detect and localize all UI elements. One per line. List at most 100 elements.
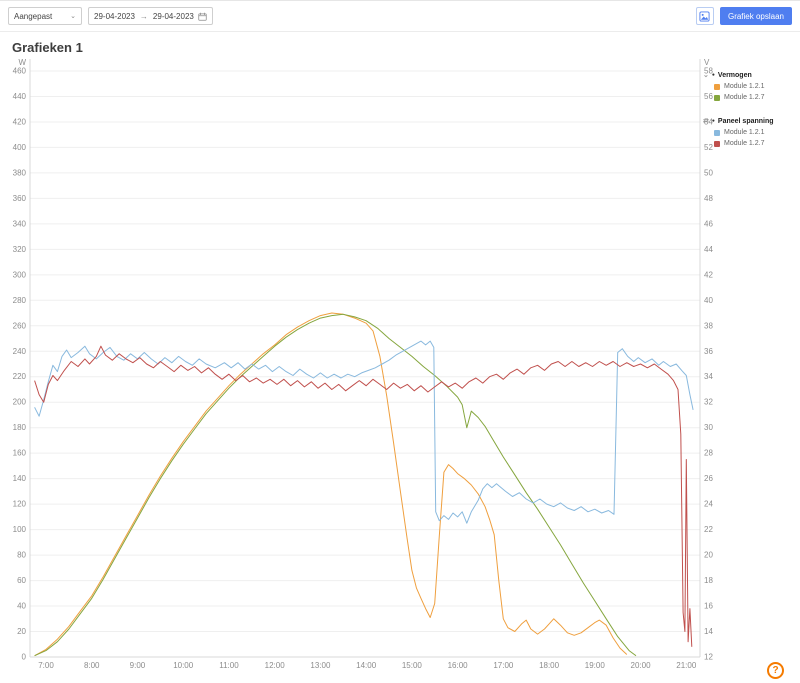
legend-group: ⇄ ● Paneel spanning Module 1.2.1 Module 1.2.… xyxy=(703,117,798,148)
legend-item[interactable]: Module 1.2.1 xyxy=(714,129,798,136)
bullet-icon: ● xyxy=(711,72,715,78)
chevron-down-icon[interactable]: ⌄ xyxy=(703,72,709,79)
x-tick-label: 16:00 xyxy=(448,661,469,670)
legend-group-header[interactable]: ⇄ ● Paneel spanning xyxy=(703,117,798,126)
date-to: 29-04-2023 xyxy=(152,11,194,21)
y-left-tick-label: 100 xyxy=(13,525,27,534)
export-image-button[interactable] xyxy=(695,7,714,25)
y-right-tick-label: 52 xyxy=(704,143,713,152)
y-right-tick-label: 24 xyxy=(704,500,713,509)
x-tick-label: 21:00 xyxy=(676,661,697,670)
y-left-tick-label: 240 xyxy=(13,347,27,356)
y-left-tick-label: 220 xyxy=(13,372,27,381)
y-right-tick-label: 16 xyxy=(704,602,713,611)
save-chart-button[interactable]: Grafiek opslaan xyxy=(719,7,792,25)
y-right-tick-label: 14 xyxy=(704,627,713,636)
y-right-tick-label: 40 xyxy=(704,296,713,305)
x-tick-label: 19:00 xyxy=(585,661,606,670)
series-paneel-spanning-module-1-2-7 xyxy=(34,345,693,647)
image-icon xyxy=(699,10,711,22)
y-left-tick-label: 260 xyxy=(13,321,27,330)
legend-swatch xyxy=(714,94,720,101)
legend-item-label: Module 1.2.7 xyxy=(724,94,765,101)
y-left-tick-label: 440 xyxy=(13,92,27,101)
calendar-icon xyxy=(198,12,207,21)
y-left-tick-label: 380 xyxy=(13,168,27,177)
y-right-tick-label: 28 xyxy=(704,449,713,458)
y-right-tick-label: 32 xyxy=(704,398,713,407)
help-button[interactable]: ? xyxy=(767,662,784,679)
legend-item-label: Module 1.2.7 xyxy=(724,140,765,147)
y-right-tick-label: 36 xyxy=(704,347,713,356)
date-range-picker[interactable]: 29-04-2023 → 29-04-2023 xyxy=(88,7,213,25)
y-right-tick-label: 30 xyxy=(704,423,713,432)
x-tick-label: 8:00 xyxy=(84,661,100,670)
y-left-tick-label: 300 xyxy=(13,270,27,279)
x-tick-label: 17:00 xyxy=(493,661,514,670)
legend-group-header[interactable]: ⌄ ● Vermogen xyxy=(703,71,798,80)
chart-container: 0 20 40 60 80 100 120 140 160 180 200 220 240 260 280 3… xyxy=(0,57,800,675)
date-range-arrow: → xyxy=(139,11,148,21)
bullet-icon: ● xyxy=(711,118,715,124)
y-right-tick-label: 44 xyxy=(704,245,713,254)
y-left-tick-label: 180 xyxy=(13,423,27,432)
series-vermogen-module-1-2-1 xyxy=(34,312,628,657)
range-select[interactable]: Aangepast ⌄ xyxy=(8,7,82,25)
y-left-tick-label: 280 xyxy=(13,296,27,305)
legend-item-label: Module 1.2.1 xyxy=(724,83,765,90)
legend-item-label: Module 1.2.1 xyxy=(724,129,765,136)
y-left-tick-label: 360 xyxy=(13,194,27,203)
y-right-tick-label: 22 xyxy=(704,525,713,534)
x-tick-label: 9:00 xyxy=(130,661,146,670)
y-right-tick-label: 50 xyxy=(704,168,713,177)
y-left-tick-label: 140 xyxy=(13,474,27,483)
y-left-tick-label: 40 xyxy=(17,602,26,611)
toolbar: Aangepast ⌄ 29-04-2023 → 29-04-2023 Graf… xyxy=(0,1,800,32)
y-right-tick-label: 38 xyxy=(704,321,713,330)
x-tick-label: 12:00 xyxy=(265,661,286,670)
y-left-tick-label: 400 xyxy=(13,143,27,152)
y-right-tick-label: 56 xyxy=(704,92,713,101)
y-right-tick-label: 42 xyxy=(704,270,713,279)
y-left-tick-label: 340 xyxy=(13,219,27,228)
y-left-tick-label: 0 xyxy=(22,653,27,662)
x-tick-label: 15:00 xyxy=(402,661,423,670)
legend-item[interactable]: Module 1.2.7 xyxy=(714,140,798,147)
y-left-tick-label: 120 xyxy=(13,500,27,509)
legend-swatch xyxy=(714,140,720,147)
x-tick-label: 14:00 xyxy=(356,661,377,670)
swap-axes-icon[interactable]: ⇄ xyxy=(703,118,709,125)
y-right-tick-label: 48 xyxy=(704,194,713,203)
y-left-tick-label: 60 xyxy=(17,576,26,585)
x-tick-label: 18:00 xyxy=(539,661,560,670)
x-tick-label: 7:00 xyxy=(38,661,54,670)
y-left-tick-label: 320 xyxy=(13,245,27,254)
page-title: Grafieken 1 xyxy=(12,40,83,55)
legend-group-label: Paneel spanning xyxy=(717,117,774,125)
y-right-tick-label: 54 xyxy=(704,117,713,126)
y-right-tick-label: 18 xyxy=(704,576,713,585)
y-right-unit-label: V xyxy=(704,58,710,67)
legend-group: ⌄ ● Vermogen Module 1.2.1 Module 1.2.7 xyxy=(703,71,798,102)
line-chart: 0 20 40 60 80 100 120 140 160 180 200 220 240 260 280 3… xyxy=(13,58,714,670)
chevron-down-icon: ⌄ xyxy=(70,13,76,20)
legend-swatch xyxy=(714,129,720,136)
y-left-tick-label: 200 xyxy=(13,398,27,407)
y-right-tick-label: 20 xyxy=(704,551,713,560)
y-left-tick-label: 80 xyxy=(17,551,26,560)
x-tick-label: 10:00 xyxy=(173,661,194,670)
y-left-tick-label: 20 xyxy=(17,627,26,636)
x-tick-label: 11:00 xyxy=(219,661,239,670)
legend-item[interactable]: Module 1.2.1 xyxy=(714,83,798,90)
legend-swatch xyxy=(714,83,720,90)
legend-item[interactable]: Module 1.2.7 xyxy=(714,94,798,101)
x-tick-label: 13:00 xyxy=(310,661,331,670)
series-vermogen-module-1-2-7 xyxy=(34,313,637,657)
y-left-tick-label: 460 xyxy=(13,67,27,76)
y-left-unit-label: W xyxy=(18,58,26,67)
y-right-tick-label: 58 xyxy=(704,67,713,76)
legend-group-label: Vermogen xyxy=(717,71,752,79)
chart-legend: ⌄ ● Vermogen Module 1.2.1 Module 1.2.7 ⇄ ● Pane… xyxy=(703,71,798,163)
y-right-tick-label: 12 xyxy=(704,653,713,662)
range-select-value: Aangepast xyxy=(14,11,53,21)
